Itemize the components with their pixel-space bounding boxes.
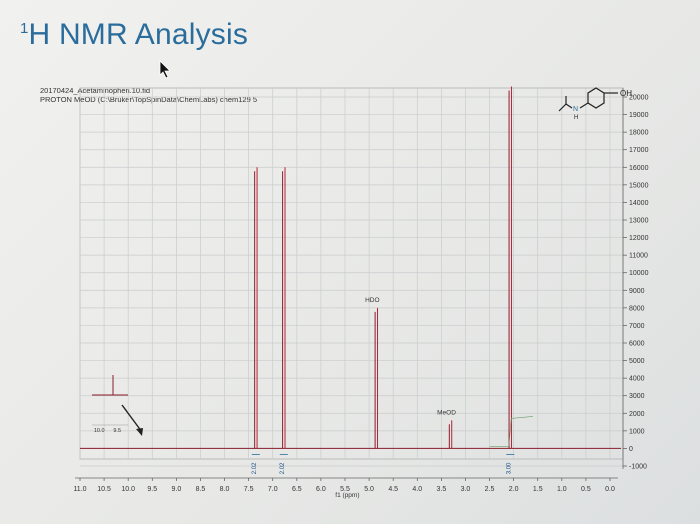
y-tick-label: 14000 <box>629 200 649 207</box>
y-tick-label: 13000 <box>629 218 649 225</box>
mouse-pointer-icon <box>159 60 171 79</box>
inset-arrow-line <box>121 404 143 433</box>
inset-tick-label: 9.5 <box>113 428 121 434</box>
x-tick-label: 9.5 <box>147 486 157 493</box>
x-tick-label: 10.0 <box>121 486 135 493</box>
peak-solvent-label: MeOD <box>437 409 456 416</box>
methyl-bond <box>558 103 567 112</box>
x-tick-label: 3.0 <box>461 486 471 493</box>
spectrum-description: PROTON MeOD (C:\Bruker\TopSpinData\ChemL… <box>40 95 258 104</box>
peak-labels: 2.02 2.02 HDO MeOD 3.00 <box>251 297 515 474</box>
y-tick-label: 8000 <box>629 305 645 312</box>
y-tick-label: 16000 <box>629 165 649 172</box>
y-tick-label: -1000 <box>629 464 647 471</box>
x-tick-label: 7.5 <box>244 486 254 493</box>
y-tick-label: 1000 <box>629 428 645 435</box>
x-tick-label: 5.0 <box>364 486 374 493</box>
x-axis-label: f1 (ppm) <box>335 492 359 499</box>
y-tick-label: 19000 <box>629 112 649 119</box>
y-tick-label: 11000 <box>629 253 648 260</box>
y-tick-label: 5000 <box>629 358 645 365</box>
x-tick-label: 11.0 <box>73 486 86 493</box>
oh-label: OH <box>620 89 632 98</box>
x-tick-label: 6.0 <box>316 486 326 493</box>
y-tick-label: 18000 <box>629 130 649 137</box>
y-tick-label: 10000 <box>629 270 649 277</box>
x-tick-label: 1.0 <box>557 486 567 493</box>
inset-zoom: 10.0 9.5 <box>92 375 143 436</box>
x-axis: 11.0 10.5 10.0 9.5 9.0 8.5 8.0 7.5 7.0 6.5 6.0 5.5 5… <box>73 477 618 499</box>
n-bond <box>579 102 589 109</box>
y-tick-label: 12000 <box>629 235 649 242</box>
x-tick-label: 2.5 <box>485 486 495 493</box>
integral-curve <box>489 416 533 447</box>
inset-arrow-head <box>136 428 143 436</box>
spectrum-filename: 20170424_Acetaminophen.10.fid <box>40 86 151 95</box>
y-axis: 2000019000180001700016000150001400013000… <box>622 88 649 471</box>
y-tick-label: 15000 <box>629 182 649 189</box>
benzene-ring <box>587 87 605 109</box>
n-label: N <box>573 106 578 113</box>
x-tick-label: 7.0 <box>268 486 278 493</box>
acetaminophen-structure: OH N H <box>558 87 632 121</box>
slide-title: 1H NMR Analysis <box>20 18 248 52</box>
x-tick-label: 0.5 <box>581 486 591 493</box>
x-tick-label: 8.0 <box>220 486 230 493</box>
y-tick-label: 0 <box>629 446 633 453</box>
x-tick-label: 4.0 <box>412 486 422 493</box>
x-tick-label: 0.0 <box>605 486 615 493</box>
title-superscript: 1 <box>20 20 29 37</box>
y-tick-label: 6000 <box>629 341 645 348</box>
x-tick-label: 3.5 <box>436 486 446 493</box>
y-tick-label: 9000 <box>629 288 645 295</box>
integral-label: 3.00 <box>506 462 512 474</box>
integral-label: 2.02 <box>280 462 286 474</box>
y-tick-label: 7000 <box>629 323 645 330</box>
h-label: H <box>574 115 578 121</box>
x-tick-label: 10.5 <box>97 486 111 493</box>
y-tick-label: 20000 <box>629 95 649 102</box>
title-text: H NMR Analysis <box>28 18 249 51</box>
y-tick-label: 2000 <box>629 411 645 418</box>
x-tick-label: 2.0 <box>509 486 519 493</box>
spectrum-peaks <box>254 86 533 449</box>
chart-grid <box>79 87 624 467</box>
x-tick-label: 5.5 <box>340 486 350 493</box>
carbonyl-bond <box>565 103 573 109</box>
x-tick-label: 1.5 <box>533 486 543 493</box>
x-tick-label: 6.5 <box>292 486 302 493</box>
x-tick-label: 8.5 <box>196 486 206 493</box>
inset-tick-label: 10.0 <box>94 428 105 434</box>
y-tick-label: 3000 <box>629 393 645 400</box>
y-tick-label: 4000 <box>629 376 645 383</box>
y-tick-label: 17000 <box>629 147 649 154</box>
integral-label: 2.02 <box>252 462 258 474</box>
plot-frame <box>79 87 624 460</box>
spectrum-header: 20170424_Acetaminophen.10.fid PROTON MeO… <box>40 86 257 104</box>
x-tick-label: 4.5 <box>388 486 398 493</box>
x-tick-label: 9.0 <box>171 486 181 493</box>
peak-solvent-label: HDO <box>365 297 379 304</box>
